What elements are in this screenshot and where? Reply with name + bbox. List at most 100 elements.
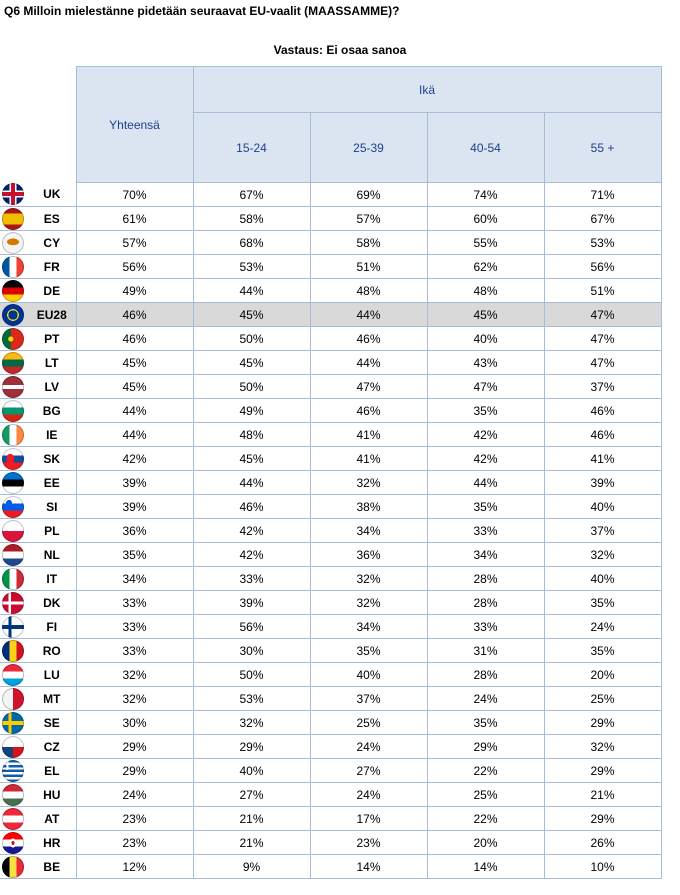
value-age-15-24: 45% (192, 302, 311, 327)
value-age-40-54: 55% (426, 230, 545, 255)
value-age-25-39: 24% (309, 782, 428, 807)
it-flag-icon (2, 567, 24, 590)
table-row: PL 36% 42% 34% 33% 37% (0, 518, 662, 543)
flag-cell (0, 182, 28, 207)
value-total: 46% (75, 326, 194, 351)
flag-cell (0, 734, 28, 759)
flag-cell (0, 494, 28, 519)
value-age-55-plus: 32% (543, 734, 662, 759)
value-age-55-plus: 26% (543, 830, 662, 855)
country-code: EL (28, 758, 76, 783)
hu-flag-icon (2, 783, 24, 806)
value-total: 35% (75, 542, 194, 567)
dk-flag-icon (2, 591, 24, 614)
value-total: 32% (75, 686, 194, 711)
value-total: 12% (75, 854, 194, 879)
value-age-40-54: 22% (426, 758, 545, 783)
flag-cell (0, 638, 28, 663)
value-total: 29% (75, 734, 194, 759)
value-age-55-plus: 24% (543, 614, 662, 639)
page-title: Q6 Milloin mielestänne pidetään seuraava… (4, 4, 400, 18)
flag-cell (0, 326, 28, 351)
table-row: HU 24% 27% 24% 25% 21% (0, 782, 662, 807)
lt-flag-icon (2, 351, 24, 374)
flag-cell (0, 518, 28, 543)
value-total: 34% (75, 566, 194, 591)
value-age-15-24: 40% (192, 758, 311, 783)
table-row: HR 23% 21% 23% 20% 26% (0, 830, 662, 855)
country-code: CZ (28, 734, 76, 759)
value-age-40-54: 42% (426, 422, 545, 447)
value-age-40-54: 40% (426, 326, 545, 351)
table-row: AT 23% 21% 17% 22% 29% (0, 806, 662, 831)
value-age-40-54: 47% (426, 374, 545, 399)
value-age-55-plus: 29% (543, 710, 662, 735)
value-age-55-plus: 41% (543, 446, 662, 471)
value-age-55-plus: 21% (543, 782, 662, 807)
value-total: 56% (75, 254, 194, 279)
bg-flag-icon (2, 399, 24, 422)
flag-cell (0, 614, 28, 639)
country-code: NL (28, 542, 76, 567)
country-code: BE (28, 854, 76, 879)
value-age-15-24: 58% (192, 206, 311, 231)
country-code: ES (28, 206, 76, 231)
uk-flag-icon (2, 183, 24, 206)
value-age-40-54: 60% (426, 206, 545, 231)
table-row: MT 32% 53% 37% 24% 25% (0, 686, 662, 711)
value-total: 57% (75, 230, 194, 255)
value-total: 36% (75, 518, 194, 543)
value-age-55-plus: 35% (543, 638, 662, 663)
value-age-15-24: 27% (192, 782, 311, 807)
value-age-40-54: 48% (426, 278, 545, 303)
value-age-25-39: 58% (309, 230, 428, 255)
table-body: UK 70% 67% 69% 74% 71% ES 61% 58% 57% 60% 67% CY 57% 6… (0, 182, 662, 879)
value-age-15-24: 45% (192, 446, 311, 471)
value-age-55-plus: 56% (543, 254, 662, 279)
country-code: SE (28, 710, 76, 735)
value-total: 45% (75, 374, 194, 399)
value-total: 45% (75, 350, 194, 375)
flag-cell (0, 254, 28, 279)
value-age-25-39: 41% (309, 446, 428, 471)
value-age-40-54: 14% (426, 854, 545, 879)
country-code: UK (28, 182, 76, 207)
country-code: LT (28, 350, 76, 375)
value-age-40-54: 22% (426, 806, 545, 831)
pt-flag-icon (2, 327, 24, 350)
table-subtitle: Vastaus: Ei osaa sanoa (273, 43, 407, 57)
lu-flag-icon (2, 663, 24, 686)
table-row: DE 49% 44% 48% 48% 51% (0, 278, 662, 303)
flag-cell (0, 854, 28, 879)
flag-cell (0, 350, 28, 375)
value-age-55-plus: 47% (543, 326, 662, 351)
table-row: BG 44% 49% 46% 35% 46% (0, 398, 662, 423)
si-flag-icon (2, 495, 24, 518)
country-code: LV (28, 374, 76, 399)
flag-cell (0, 758, 28, 783)
flag-cell (0, 782, 28, 807)
value-age-40-54: 62% (426, 254, 545, 279)
value-age-55-plus: 37% (543, 374, 662, 399)
value-age-15-24: 48% (192, 422, 311, 447)
value-total: 44% (75, 422, 194, 447)
value-age-55-plus: 47% (543, 350, 662, 375)
value-age-25-39: 24% (309, 734, 428, 759)
be-flag-icon (2, 855, 24, 878)
value-age-40-54: 25% (426, 782, 545, 807)
country-code: EU28 (28, 302, 76, 327)
flag-cell (0, 398, 28, 423)
column-header-total: Yhteensä (75, 66, 194, 183)
value-total: 30% (75, 710, 194, 735)
value-age-55-plus: 51% (543, 278, 662, 303)
value-age-25-39: 46% (309, 398, 428, 423)
value-age-15-24: 44% (192, 470, 311, 495)
value-age-15-24: 29% (192, 734, 311, 759)
sk-flag-icon (2, 447, 24, 470)
value-total: 39% (75, 470, 194, 495)
value-total: 32% (75, 662, 194, 687)
value-age-40-54: 42% (426, 446, 545, 471)
fi-flag-icon (2, 615, 24, 638)
value-age-15-24: 21% (192, 830, 311, 855)
column-header-age-group: Ikä (192, 66, 662, 113)
